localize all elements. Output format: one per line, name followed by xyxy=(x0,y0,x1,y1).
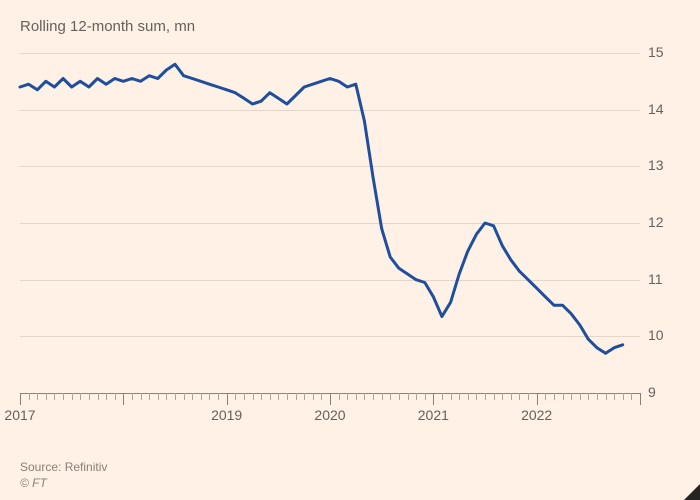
source-label: Source: Refinitiv xyxy=(20,460,107,474)
x-axis: 20172019202020212022 xyxy=(20,393,640,423)
y-tick-label: 14 xyxy=(648,101,664,117)
x-tick-minor xyxy=(321,393,322,400)
x-tick-label: 2020 xyxy=(314,407,345,423)
x-tick-minor xyxy=(261,393,262,400)
x-tick-minor xyxy=(72,393,73,400)
x-tick-minor xyxy=(89,393,90,400)
x-tick-minor xyxy=(563,393,564,400)
x-tick-major xyxy=(537,393,538,405)
x-tick-major xyxy=(227,393,228,405)
x-tick-minor xyxy=(201,393,202,400)
x-tick-minor xyxy=(166,393,167,400)
x-tick-minor xyxy=(511,393,512,400)
x-tick-minor xyxy=(614,393,615,400)
x-tick-major xyxy=(20,393,21,405)
copyright-label: © FT xyxy=(20,476,107,490)
x-tick-minor xyxy=(158,393,159,400)
x-tick-minor xyxy=(356,393,357,400)
x-tick-minor xyxy=(545,393,546,400)
y-tick-label: 11 xyxy=(648,271,663,287)
x-tick-minor xyxy=(494,393,495,400)
x-tick-major xyxy=(123,393,124,405)
x-tick-minor xyxy=(149,393,150,400)
x-tick-minor xyxy=(63,393,64,400)
y-tick-label: 15 xyxy=(648,44,664,60)
x-tick-minor xyxy=(390,393,391,400)
x-tick-minor xyxy=(218,393,219,400)
chart-container: Rolling 12-month sum, mn 9 10 11 12 13 14 15 2… xyxy=(0,0,700,500)
x-tick-minor xyxy=(485,393,486,400)
x-tick-label: 2017 xyxy=(4,407,35,423)
x-tick-minor xyxy=(54,393,55,400)
x-tick-minor xyxy=(502,393,503,400)
x-tick-major xyxy=(640,393,641,405)
x-tick-minor xyxy=(364,393,365,400)
y-tick-label: 9 xyxy=(648,384,656,400)
x-tick-minor xyxy=(270,393,271,400)
x-tick-minor xyxy=(442,393,443,400)
x-tick-label: 2022 xyxy=(521,407,552,423)
x-tick-minor xyxy=(313,393,314,400)
x-tick-minor xyxy=(554,393,555,400)
x-tick-minor xyxy=(571,393,572,400)
x-tick-minor xyxy=(235,393,236,400)
x-tick-minor xyxy=(468,393,469,400)
x-tick-minor xyxy=(373,393,374,400)
x-tick-minor xyxy=(519,393,520,400)
x-tick-minor xyxy=(528,393,529,400)
x-tick-minor xyxy=(184,393,185,400)
x-tick-minor xyxy=(580,393,581,400)
x-tick-minor xyxy=(339,393,340,400)
x-tick-minor xyxy=(296,393,297,400)
y-tick-label: 10 xyxy=(648,327,664,343)
line-series xyxy=(20,53,640,393)
x-tick-minor xyxy=(287,393,288,400)
chart-subtitle: Rolling 12-month sum, mn xyxy=(20,18,680,35)
x-tick-minor xyxy=(425,393,426,400)
x-tick-minor xyxy=(80,393,81,400)
y-tick-label: 13 xyxy=(648,157,664,173)
chart-footer: Source: Refinitiv © FT xyxy=(20,460,107,490)
plot-region xyxy=(20,53,640,393)
x-tick-minor xyxy=(597,393,598,400)
x-tick-minor xyxy=(382,393,383,400)
x-tick-minor xyxy=(476,393,477,400)
x-tick-minor xyxy=(106,393,107,400)
x-tick-label: 2019 xyxy=(211,407,242,423)
x-tick-minor xyxy=(304,393,305,400)
x-tick-minor xyxy=(408,393,409,400)
y-tick-label: 12 xyxy=(648,214,664,230)
x-tick-minor xyxy=(253,393,254,400)
x-tick-minor xyxy=(623,393,624,400)
x-tick-minor xyxy=(588,393,589,400)
x-tick-minor xyxy=(459,393,460,400)
x-tick-minor xyxy=(29,393,30,400)
x-tick-minor xyxy=(115,393,116,400)
x-tick-major xyxy=(433,393,434,405)
x-tick-minor xyxy=(141,393,142,400)
x-tick-minor xyxy=(631,393,632,400)
x-tick-minor xyxy=(451,393,452,400)
x-tick-minor xyxy=(209,393,210,400)
x-tick-minor xyxy=(37,393,38,400)
x-tick-minor xyxy=(98,393,99,400)
x-tick-minor xyxy=(175,393,176,400)
x-tick-label: 2021 xyxy=(418,407,449,423)
chart-area: 9101112131415 20172019202020212022 xyxy=(20,53,680,423)
x-tick-minor xyxy=(278,393,279,400)
x-tick-minor xyxy=(244,393,245,400)
ft-corner-flag xyxy=(684,484,700,500)
x-tick-minor xyxy=(46,393,47,400)
x-tick-minor xyxy=(606,393,607,400)
x-tick-major xyxy=(330,393,331,405)
x-tick-minor xyxy=(399,393,400,400)
x-tick-minor xyxy=(132,393,133,400)
x-tick-minor xyxy=(192,393,193,400)
x-tick-minor xyxy=(347,393,348,400)
x-tick-minor xyxy=(416,393,417,400)
